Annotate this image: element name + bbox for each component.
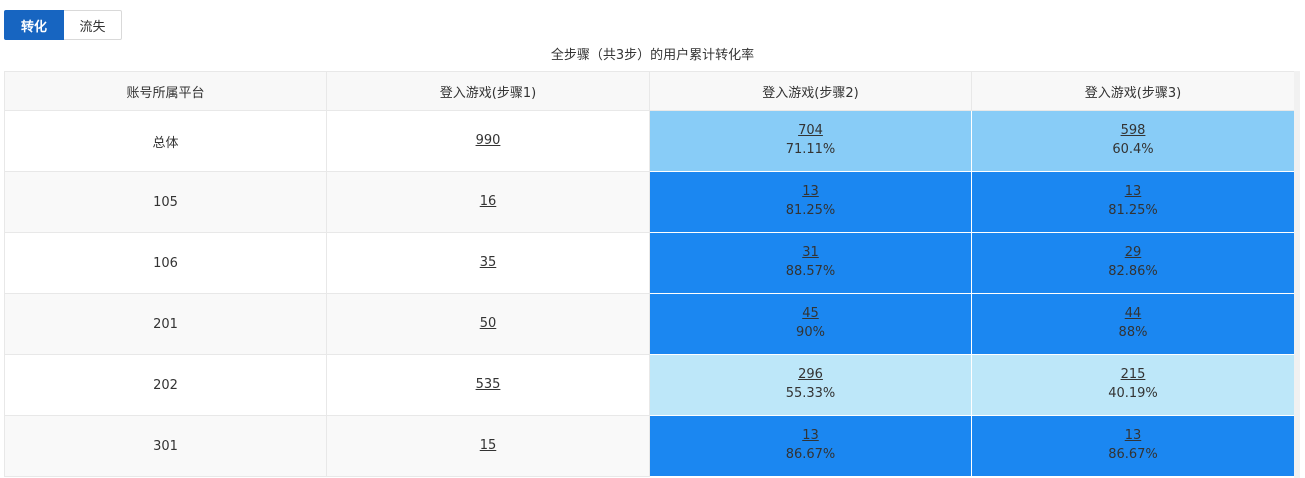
step1-cell: 535 — [326, 354, 650, 416]
step2-count-link[interactable]: 13 — [802, 184, 819, 199]
step2-conversion-rate: 55.33% — [785, 386, 836, 401]
platform-cell: 201 — [4, 293, 327, 355]
column-header-step3: 登入游戏(步骤3) — [971, 71, 1295, 111]
step1-count-link[interactable]: 16 — [479, 194, 497, 209]
step3-count-link[interactable]: 13 — [1124, 184, 1142, 199]
step3-cell-content: 215 40.19% — [972, 366, 1294, 404]
table-title: 全步骤（共3步）的用户累计转化率 — [550, 48, 755, 63]
step1-cell: 16 — [326, 171, 650, 233]
step2-conversion-rate: 81.25% — [785, 203, 836, 218]
step2-cell-content: 13 86.67% — [650, 427, 971, 465]
step1-count-link[interactable]: 35 — [479, 255, 497, 270]
step2-cell: 31 88.57% — [649, 232, 972, 294]
step1-count-link[interactable]: 535 — [475, 377, 501, 392]
step3-conversion-rate: 86.67% — [1108, 447, 1158, 462]
step3-conversion-rate: 40.19% — [1108, 386, 1158, 401]
step3-count-link[interactable]: 598 — [1120, 123, 1146, 138]
step3-cell: 44 88% — [971, 293, 1295, 355]
table-body: 总体 990 704 71.11% 598 60.4% 105 16 13 81.25% 13 81.… — [4, 110, 1295, 477]
platform-cell: 106 — [4, 232, 327, 294]
step3-cell: 598 60.4% — [971, 110, 1295, 172]
step3-count-link[interactable]: 13 — [1124, 428, 1142, 443]
step3-cell-content: 44 88% — [972, 305, 1294, 343]
step2-conversion-rate: 71.11% — [785, 142, 836, 157]
step3-count-link[interactable]: 44 — [1124, 306, 1142, 321]
header-row: 账号所属平台 登入游戏(步骤1) 登入游戏(步骤2) 登入游戏(步骤3) — [4, 71, 1295, 111]
step3-cell: 13 81.25% — [971, 171, 1295, 233]
platform-cell: 总体 — [4, 110, 327, 172]
step2-conversion-rate: 90% — [796, 325, 825, 340]
table-row: 106 35 31 88.57% 29 82.86% — [4, 232, 1295, 294]
step2-count-link[interactable]: 31 — [802, 245, 819, 260]
scrollbar-track[interactable] — [1294, 71, 1300, 478]
platform-cell: 202 — [4, 354, 327, 416]
step3-conversion-rate: 81.25% — [1108, 203, 1158, 218]
step3-cell: 13 86.67% — [971, 415, 1295, 477]
step2-cell: 13 81.25% — [649, 171, 972, 233]
table-row: 总体 990 704 71.11% 598 60.4% — [4, 110, 1295, 172]
table-row: 105 16 13 81.25% 13 81.25% — [4, 171, 1295, 233]
view-tabs: 转化 流失 — [4, 10, 122, 42]
step2-conversion-rate: 88.57% — [785, 264, 836, 279]
tab-churn[interactable]: 流失 — [64, 10, 122, 40]
step3-count-link[interactable]: 215 — [1120, 367, 1146, 382]
column-header-step1: 登入游戏(步骤1) — [326, 71, 650, 111]
step3-count-link[interactable]: 29 — [1124, 245, 1142, 260]
step3-conversion-rate: 60.4% — [1112, 142, 1154, 157]
step3-cell: 215 40.19% — [971, 354, 1295, 416]
step2-count-link[interactable]: 45 — [802, 306, 819, 321]
step2-cell: 45 90% — [649, 293, 972, 355]
step3-conversion-rate: 88% — [1118, 325, 1148, 340]
step1-count-link[interactable]: 990 — [475, 133, 501, 148]
step2-cell-content: 45 90% — [650, 305, 971, 343]
step2-count-link[interactable]: 296 — [798, 367, 823, 382]
step3-cell-content: 29 82.86% — [972, 244, 1294, 282]
step1-cell: 990 — [326, 110, 650, 172]
step3-cell-content: 598 60.4% — [972, 122, 1294, 160]
step2-cell-content: 296 55.33% — [650, 366, 971, 404]
step2-cell-content: 31 88.57% — [650, 244, 971, 282]
step2-count-link[interactable]: 704 — [798, 123, 823, 138]
table-row: 301 15 13 86.67% 13 86.67% — [4, 415, 1295, 477]
step2-cell: 13 86.67% — [649, 415, 972, 477]
step2-cell-content: 704 71.11% — [650, 122, 971, 160]
column-header-step2: 登入游戏(步骤2) — [649, 71, 972, 111]
conversion-table: 账号所属平台 登入游戏(步骤1) 登入游戏(步骤2) 登入游戏(步骤3) 总体 9… — [4, 71, 1295, 477]
step2-count-link[interactable]: 13 — [802, 428, 819, 443]
step2-cell-content: 13 81.25% — [650, 183, 971, 221]
step1-count-link[interactable]: 15 — [479, 438, 497, 453]
step3-cell: 29 82.86% — [971, 232, 1295, 294]
table-row: 202 535 296 55.33% 215 40.19% — [4, 354, 1295, 416]
step2-cell: 296 55.33% — [649, 354, 972, 416]
step3-cell-content: 13 86.67% — [972, 427, 1294, 465]
step2-conversion-rate: 86.67% — [785, 447, 836, 462]
tab-conversion[interactable]: 转化 — [4, 10, 64, 40]
step1-cell: 15 — [326, 415, 650, 477]
step3-cell-content: 13 81.25% — [972, 183, 1294, 221]
step2-cell: 704 71.11% — [649, 110, 972, 172]
step1-cell: 50 — [326, 293, 650, 355]
step1-cell: 35 — [326, 232, 650, 294]
platform-cell: 301 — [4, 415, 327, 477]
step1-count-link[interactable]: 50 — [479, 316, 497, 331]
platform-cell: 105 — [4, 171, 327, 233]
step3-conversion-rate: 82.86% — [1108, 264, 1158, 279]
column-header-platform: 账号所属平台 — [4, 71, 327, 111]
table-row: 201 50 45 90% 44 88% — [4, 293, 1295, 355]
